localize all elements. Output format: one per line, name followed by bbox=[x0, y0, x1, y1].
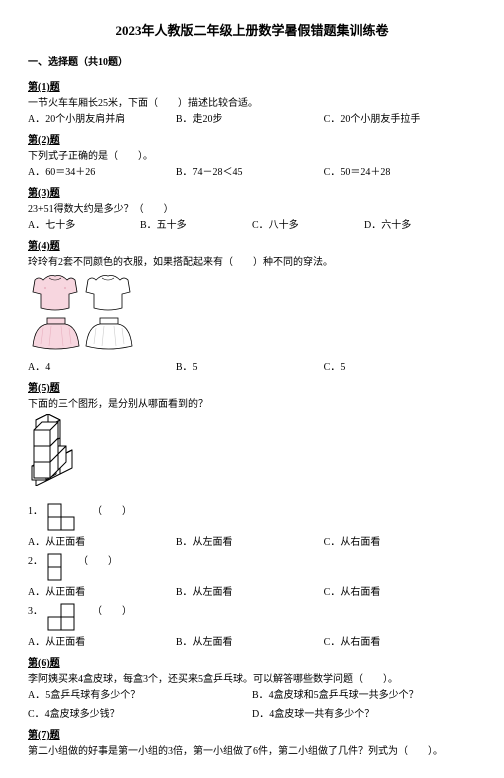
q3-opt-a: A．七十多 bbox=[28, 216, 140, 231]
q4-text: 玲玲有2套不同颜色的衣服，如果搭配起来有（ ）种不同的穿法。 bbox=[28, 253, 476, 268]
q5-sub2-blank: （ ） bbox=[78, 556, 118, 567]
q5-sub2-a: A．从正面看 bbox=[28, 583, 176, 598]
q5-sub2-shape bbox=[46, 552, 76, 582]
q6-label: 第(6)题 bbox=[28, 654, 476, 669]
q4-image-clothes bbox=[28, 272, 476, 354]
q5-sub1-c: C．从右面看 bbox=[324, 533, 472, 548]
q5-sub1-label: 1． bbox=[28, 502, 43, 517]
q3-opt-b: B．五十多 bbox=[140, 216, 252, 231]
q7-text: 第二小组做的好事是第一小组的3倍，第一小组做了6件，第二小组做了几件？列式为（ … bbox=[28, 742, 476, 757]
q2-opt-c: C．50＝24＋28 bbox=[324, 163, 472, 178]
q2-text: 下列式子正确的是（ ）。 bbox=[28, 147, 476, 162]
q7-label: 第(7)题 bbox=[28, 726, 476, 741]
q6-opt-b: B．4盒皮球和5盒乒乓球一共多少个？ bbox=[252, 686, 476, 701]
q5-sub2-b: B．从左面看 bbox=[176, 583, 324, 598]
q3-options: A．七十多 B．五十多 C．八十多 D．六十多 bbox=[28, 216, 476, 231]
q4-opt-a: A．4 bbox=[28, 358, 176, 373]
q5-sub1-a: A．从正面看 bbox=[28, 533, 176, 548]
q5-sub1-shape bbox=[46, 502, 90, 532]
q3-opt-c: C．八十多 bbox=[252, 216, 364, 231]
clothes-svg bbox=[28, 272, 138, 354]
q2-opt-a: A．60＝34＋26 bbox=[28, 163, 176, 178]
q5-sub3-c: C．从右面看 bbox=[324, 633, 472, 648]
q6-options-row1: A．5盒乒乓球有多少个？ B．4盒皮球和5盒乒乓球一共多少个？ bbox=[28, 686, 476, 701]
q5-sub3-blank: （ ） bbox=[92, 606, 132, 617]
q5-sub1-blank: （ ） bbox=[92, 506, 132, 517]
page-title: 2023年人教版二年级上册数学暑假错题集训练卷 bbox=[28, 20, 476, 39]
q1-opt-c: C．20个小朋友手拉手 bbox=[324, 110, 472, 125]
q1-options: A．20个小朋友肩并肩 B．走20步 C．20个小朋友手拉手 bbox=[28, 110, 476, 125]
q5-sub3-options: A．从正面看 B．从左面看 C．从右面看 bbox=[28, 633, 476, 648]
q3-opt-d: D．六十多 bbox=[364, 216, 476, 231]
q6-text: 李阿姨买来4盒皮球，每盒3个，还买来5盒乒乓球。可以解答哪些数学问题（ ）。 bbox=[28, 670, 476, 685]
q5-text: 下面的三个图形，是分别从哪面看到的？ bbox=[28, 395, 476, 410]
q5-sub3-a: A．从正面看 bbox=[28, 633, 176, 648]
q1-opt-a: A．20个小朋友肩并肩 bbox=[28, 110, 176, 125]
q1-opt-b: B．走20步 bbox=[176, 110, 324, 125]
q6-opt-a: A．5盒乒乓球有多少个？ bbox=[28, 686, 252, 701]
q5-sub1-row: 1． （ ） bbox=[28, 502, 476, 532]
q5-sub3-shape bbox=[46, 602, 90, 632]
q2-options: A．60＝34＋26 B．74－28＜45 C．50＝24＋28 bbox=[28, 163, 476, 178]
q5-sub3-row: 3． （ ） bbox=[28, 602, 476, 632]
q5-sub2-label: 2． bbox=[28, 552, 43, 567]
q4-options: A．4 B．5 C．5 bbox=[28, 358, 476, 373]
q4-opt-b: B．5 bbox=[176, 358, 324, 373]
q5-sub3-b: B．从左面看 bbox=[176, 633, 324, 648]
q4-opt-c: C．5 bbox=[324, 358, 472, 373]
q4-label: 第(4)题 bbox=[28, 237, 476, 252]
q5-3d-clean bbox=[28, 414, 476, 484]
q3-label: 第(3)题 bbox=[28, 184, 476, 199]
q5-sub1-options: A．从正面看 B．从左面看 C．从右面看 bbox=[28, 533, 476, 548]
q1-text: 一节火车车厢长25米，下面（ ）描述比较合适。 bbox=[28, 94, 476, 109]
q5-sub2-options: A．从正面看 B．从左面看 C．从右面看 bbox=[28, 583, 476, 598]
q2-label: 第(2)题 bbox=[28, 131, 476, 146]
q5-sub2-c: C．从右面看 bbox=[324, 583, 472, 598]
q5-label: 第(5)题 bbox=[28, 379, 476, 394]
q5-sub2-row: 2． （ ） bbox=[28, 552, 476, 582]
section-header: 一、选择题（共10题） bbox=[28, 53, 476, 68]
q3-text: 23+51得数大约是多少？（ ） bbox=[28, 200, 476, 215]
q1-label: 第(1)题 bbox=[28, 78, 476, 93]
q5-sub3-label: 3． bbox=[28, 602, 43, 617]
q2-opt-b: B．74－28＜45 bbox=[176, 163, 324, 178]
q5-sub1-b: B．从左面看 bbox=[176, 533, 324, 548]
